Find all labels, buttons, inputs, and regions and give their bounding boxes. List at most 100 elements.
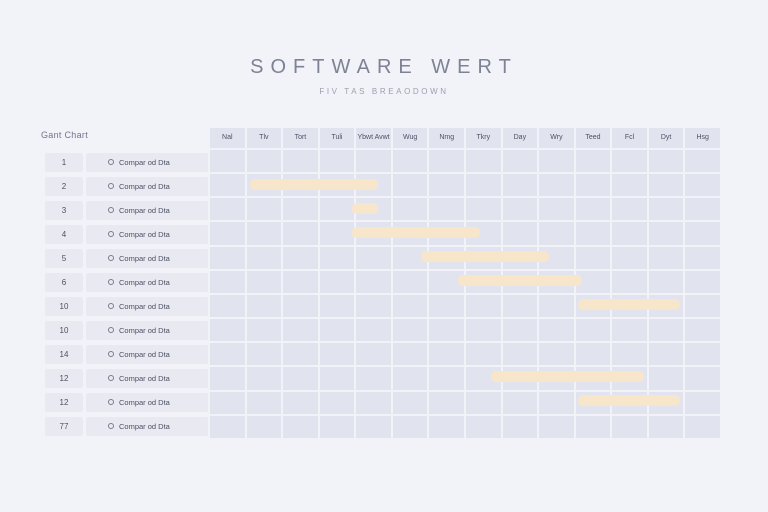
grid-cell bbox=[392, 174, 428, 197]
task-label: Compar od Dta bbox=[119, 301, 170, 311]
task-row[interactable]: 4 Compar od Dta bbox=[45, 222, 208, 246]
grid-cell bbox=[246, 367, 282, 390]
grid-cell bbox=[246, 415, 282, 438]
task-number: 77 bbox=[45, 416, 83, 436]
task-status-circle-icon bbox=[108, 279, 114, 285]
grid-cell bbox=[319, 222, 355, 245]
grid-cell bbox=[429, 174, 464, 197]
grid-cell bbox=[429, 270, 464, 293]
grid-cell bbox=[429, 367, 464, 390]
task-row[interactable]: 12 Compar od Dta bbox=[45, 366, 208, 390]
grid-cell bbox=[429, 319, 464, 342]
task-row[interactable]: 3 Compar od Dta bbox=[45, 198, 208, 222]
grid-cell bbox=[210, 343, 245, 366]
grid-cell bbox=[502, 150, 538, 173]
task-label: Compar od Dta bbox=[119, 205, 170, 215]
task-label-cell: Compar od Dta bbox=[86, 296, 208, 316]
task-row[interactable]: 2 Compar od Dta bbox=[45, 174, 208, 198]
grid-cell bbox=[539, 150, 574, 173]
grid-cell bbox=[356, 294, 391, 318]
grid-cell bbox=[648, 367, 684, 390]
grid-cell bbox=[539, 222, 574, 245]
grid-cell bbox=[246, 198, 282, 221]
day-header-row: Nal Tlv Tort Tuli Ybwt Avwt Wug Nmg Tkry Day Wry T… bbox=[210, 128, 720, 148]
grid-cell bbox=[502, 198, 538, 221]
gantt-bar[interactable] bbox=[457, 275, 582, 286]
grid-cell bbox=[319, 246, 355, 269]
grid-cell bbox=[685, 391, 720, 414]
grid-cell bbox=[539, 198, 574, 221]
task-label-cell: Compar od Dta bbox=[86, 176, 208, 196]
task-label-cell: Compar od Dta bbox=[86, 152, 208, 172]
grid-cell bbox=[246, 319, 282, 342]
task-label: Compar od Dta bbox=[119, 253, 170, 263]
grid-cell bbox=[539, 391, 574, 414]
gantt-bar[interactable] bbox=[577, 299, 680, 310]
grid-cell bbox=[283, 343, 318, 366]
gantt-chart-area: Nal Tlv Tort Tuli Ybwt Avwt Wug Nmg Tkry Day Wry T… bbox=[210, 128, 720, 438]
task-status-circle-icon bbox=[108, 183, 114, 189]
task-number: 2 bbox=[45, 176, 83, 196]
grid-cell bbox=[612, 222, 647, 245]
task-label-cell: Compar od Dta bbox=[86, 224, 208, 244]
grid-cell bbox=[392, 198, 428, 221]
grid-cell bbox=[319, 343, 355, 366]
task-number: 10 bbox=[45, 320, 83, 340]
gantt-bar[interactable] bbox=[352, 227, 480, 238]
grid-cell bbox=[575, 319, 611, 342]
day-column-header: Teed bbox=[575, 128, 611, 148]
grid-cell bbox=[319, 150, 355, 173]
gantt-bar[interactable] bbox=[250, 179, 378, 190]
task-row[interactable]: 14 Compar od Dta bbox=[45, 342, 208, 366]
day-column-header: Fcl bbox=[612, 128, 647, 148]
grid-cell bbox=[429, 150, 464, 173]
task-number: 12 bbox=[45, 368, 83, 388]
grid-cell bbox=[246, 270, 282, 293]
task-row[interactable]: 10 Compar od Dta bbox=[45, 294, 208, 318]
grid-cell bbox=[685, 367, 720, 390]
grid-cell bbox=[685, 150, 720, 173]
task-label-cell: Compar od Dta bbox=[86, 368, 208, 388]
grid-cell bbox=[356, 391, 391, 414]
grid-cell bbox=[648, 246, 684, 269]
day-column-header: Tlv bbox=[246, 128, 282, 148]
grid-cell bbox=[502, 415, 538, 438]
grid-cell bbox=[685, 222, 720, 245]
gantt-chart-label: Gant Chart bbox=[41, 130, 89, 140]
task-row[interactable]: 5 Compar od Dta bbox=[45, 246, 208, 270]
grid-cell bbox=[392, 415, 428, 438]
grid-cell bbox=[210, 391, 245, 414]
grid-cell bbox=[612, 174, 647, 197]
task-row[interactable]: 1 Compar od Dta bbox=[45, 150, 208, 174]
grid-cell bbox=[392, 246, 428, 269]
grid-cell bbox=[685, 343, 720, 366]
gantt-bar[interactable] bbox=[577, 395, 680, 406]
task-label: Compar od Dta bbox=[119, 229, 170, 239]
task-number: 12 bbox=[45, 392, 83, 412]
task-row[interactable]: 77 Compar od Dta bbox=[45, 414, 208, 438]
task-number: 6 bbox=[45, 272, 83, 292]
gantt-bar[interactable] bbox=[421, 251, 549, 262]
task-row[interactable]: 6 Compar od Dta bbox=[45, 270, 208, 294]
task-status-circle-icon bbox=[108, 399, 114, 405]
grid-cell bbox=[210, 150, 245, 173]
grid-cell bbox=[319, 367, 355, 390]
day-column-header: Tkry bbox=[466, 128, 501, 148]
grid-cell bbox=[466, 343, 501, 366]
grid-cell bbox=[648, 270, 684, 293]
grid-cell bbox=[356, 343, 391, 366]
grid-cell bbox=[429, 294, 464, 318]
task-row[interactable]: 12 Compar od Dta bbox=[45, 390, 208, 414]
grid-cell bbox=[429, 415, 464, 438]
grid-cell bbox=[648, 319, 684, 342]
grid-cell bbox=[539, 294, 574, 318]
gantt-bar[interactable] bbox=[352, 203, 378, 214]
grid-cell bbox=[392, 391, 428, 414]
page-subtitle: FIV TAS BREAODOWN bbox=[319, 87, 449, 96]
gantt-bar[interactable] bbox=[490, 371, 644, 382]
grid-cell bbox=[502, 343, 538, 366]
day-column-header: Nmg bbox=[429, 128, 464, 148]
task-row[interactable]: 10 Compar od Dta bbox=[45, 318, 208, 342]
task-number: 14 bbox=[45, 344, 83, 364]
